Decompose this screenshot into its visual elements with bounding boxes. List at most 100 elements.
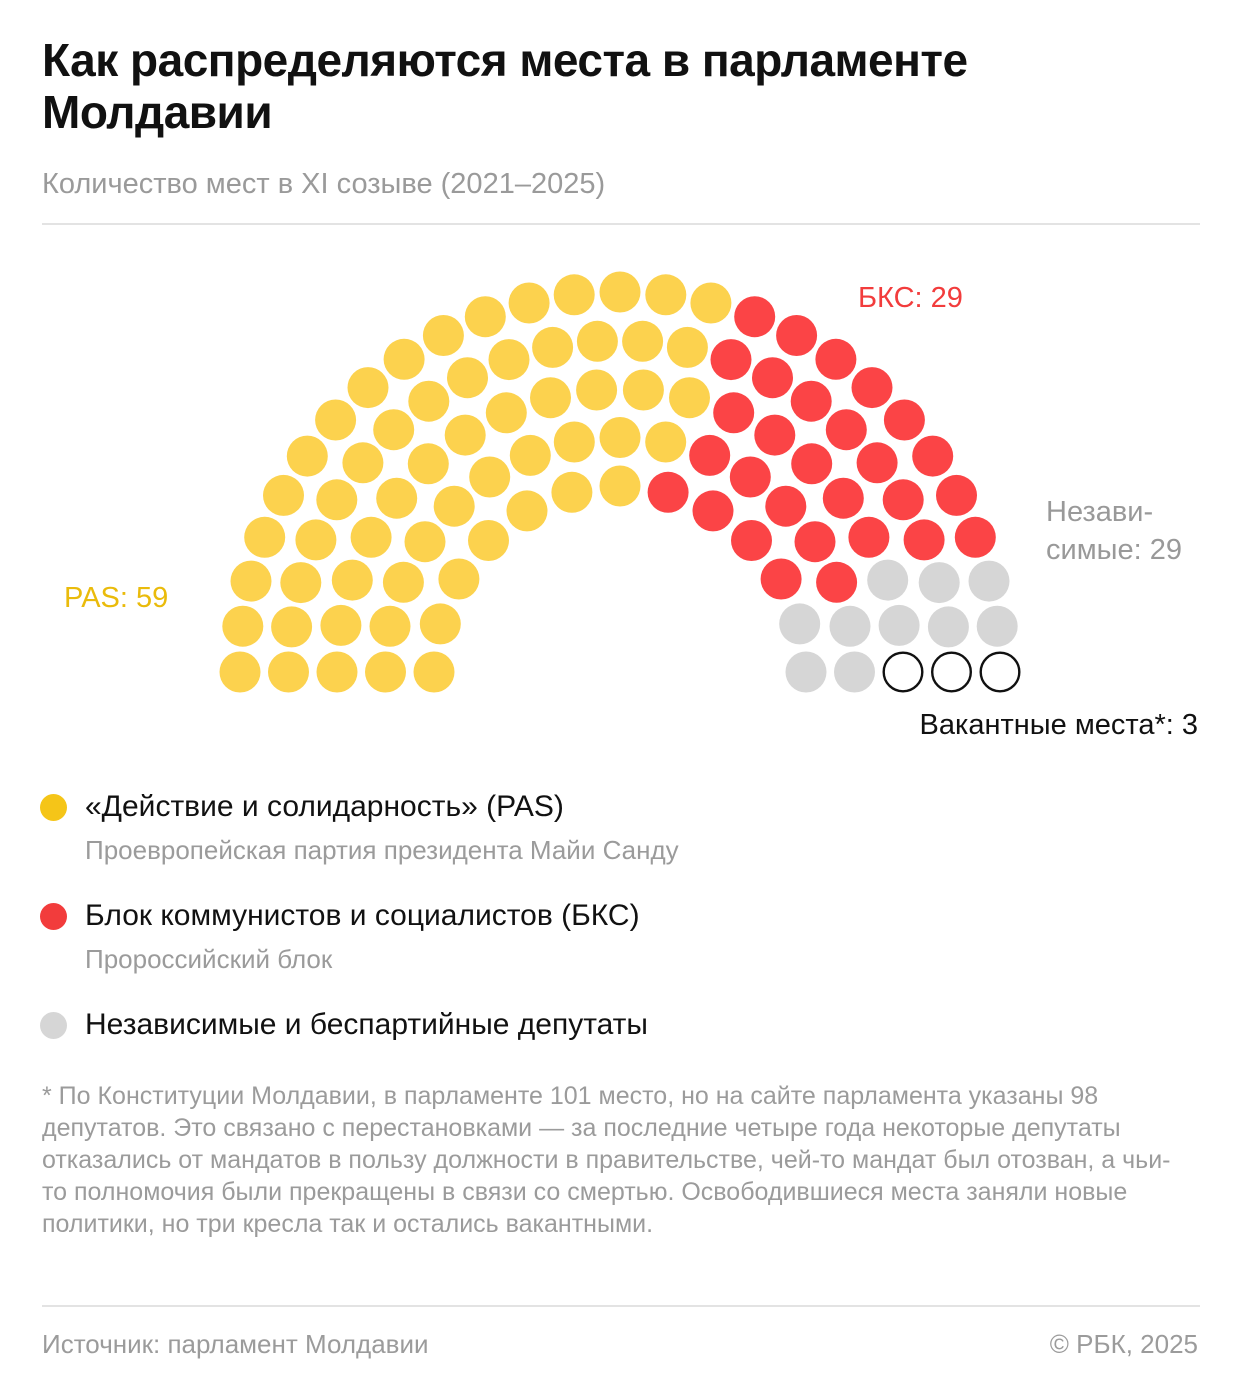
seat-bks — [692, 490, 734, 532]
seat-ind — [976, 605, 1018, 647]
seat-bks — [848, 516, 890, 558]
vacant-seat-label: Вакантные места*: 3 — [919, 709, 1198, 741]
seat-ind — [918, 562, 960, 604]
seat-bks — [825, 409, 867, 451]
seat-pas — [444, 414, 486, 456]
seat-pas — [433, 485, 475, 527]
legend-item-independents: Независимые и беспартийные депутаты — [40, 1002, 1200, 1048]
seat-pas — [622, 320, 664, 362]
seat-pas — [404, 521, 446, 563]
legend-dot-independents — [40, 1012, 67, 1039]
seat-ind — [785, 651, 827, 693]
seat-pas — [553, 421, 595, 463]
seat-pas — [576, 369, 618, 411]
seat-bks — [754, 414, 796, 456]
seat-pas — [347, 367, 389, 409]
seat-pas — [485, 392, 527, 434]
hemicycle-chart — [219, 271, 1021, 693]
seat-pas — [532, 326, 574, 368]
seat-pas — [331, 559, 373, 601]
seat-pas — [271, 606, 313, 648]
seat-pas — [447, 357, 488, 399]
bottom-divider — [42, 1305, 1200, 1307]
seat-pas — [553, 274, 595, 316]
seat-ind — [867, 559, 909, 601]
bks-seat-label: БКС: 29 — [858, 282, 963, 314]
seat-bks — [791, 443, 833, 485]
legend-dot-bks — [40, 903, 67, 930]
seat-vac — [979, 651, 1021, 693]
seat-bks — [760, 558, 802, 600]
seat-bks — [689, 434, 731, 476]
seat-bks — [752, 357, 793, 399]
seat-bks — [903, 519, 945, 561]
seat-pas — [342, 442, 384, 484]
page-subtitle: Количество мест в XI созыве (2021–2025) — [42, 168, 606, 200]
seat-pas — [645, 274, 687, 316]
seat-pas — [622, 369, 664, 411]
seat-bks — [815, 338, 857, 380]
seat-pas — [295, 519, 337, 561]
legend-label-bks: Блок коммунистов и социалистов (БКС) — [85, 899, 640, 932]
seat-pas — [509, 434, 551, 476]
seat-ind — [968, 560, 1010, 602]
independents-label-line1: Незави- — [1046, 496, 1154, 528]
seat-ind — [779, 603, 821, 645]
seat-pas — [350, 516, 392, 558]
seat-bks — [713, 392, 755, 434]
seat-ind — [829, 605, 871, 647]
seat-pas — [690, 282, 732, 324]
seat-bks — [794, 521, 836, 563]
seat-bks — [710, 339, 752, 381]
seat-bks — [822, 477, 864, 519]
seat-bks — [856, 442, 898, 484]
seat-bks — [790, 380, 832, 422]
legend-label-independents: Независимые и беспартийные депутаты — [85, 1008, 648, 1041]
seat-bks — [882, 479, 924, 521]
seat-pas — [263, 474, 304, 516]
seat-pas — [506, 490, 548, 532]
seat-pas — [599, 417, 641, 458]
source-text: Источник: парламент Молдавии — [42, 1329, 429, 1359]
footnote: * По Конституции Молдавии, в парламенте … — [42, 1082, 1171, 1238]
independents-label-line2: симые: 29 — [1046, 534, 1182, 566]
seat-pas — [369, 605, 411, 647]
seat-bks — [731, 520, 772, 561]
seat-vac — [931, 651, 973, 693]
seat-pas — [244, 516, 286, 558]
seat-bks — [883, 399, 925, 441]
seat-pas — [315, 399, 357, 441]
seat-pas — [413, 651, 455, 693]
seat-pas — [599, 271, 641, 313]
seat-bks — [765, 485, 807, 527]
seat-bks — [729, 456, 771, 498]
seat-pas — [576, 320, 618, 362]
seat-pas — [383, 338, 425, 380]
legend-item-bks: Блок коммунистов и социалистов (БКС) Про… — [40, 893, 1200, 977]
seat-pas — [222, 605, 264, 647]
seat-pas — [645, 421, 687, 463]
independents-seat-label: Незави-симые: 29 — [1046, 493, 1216, 569]
pas-seat-label: PAS: 59 — [64, 582, 169, 614]
seat-ind — [878, 604, 920, 646]
seat-pas — [408, 380, 450, 422]
seat-ind — [834, 651, 875, 693]
seat-pas — [469, 456, 511, 498]
seat-pas — [488, 339, 530, 381]
seat-pas — [280, 562, 322, 604]
seat-pas — [320, 604, 362, 646]
seat-vac — [882, 651, 924, 693]
copyright-text: © РБК, 2025 — [1049, 1329, 1198, 1359]
seat-bks — [954, 516, 996, 558]
seat-pas — [219, 651, 261, 693]
seat-pas — [365, 651, 406, 693]
seat-pas — [666, 326, 708, 368]
seat-pas — [286, 435, 328, 477]
seat-pas — [382, 561, 424, 603]
legend-item-pas: «Действие и солидарность» (PAS) Проевроп… — [40, 784, 1200, 868]
seat-pas — [599, 465, 641, 507]
legend-desc-pas: Проевропейская партия президента Майи Са… — [85, 835, 679, 865]
seat-pas — [230, 560, 272, 602]
seat-bks — [647, 471, 689, 513]
seat-pas — [316, 479, 358, 521]
